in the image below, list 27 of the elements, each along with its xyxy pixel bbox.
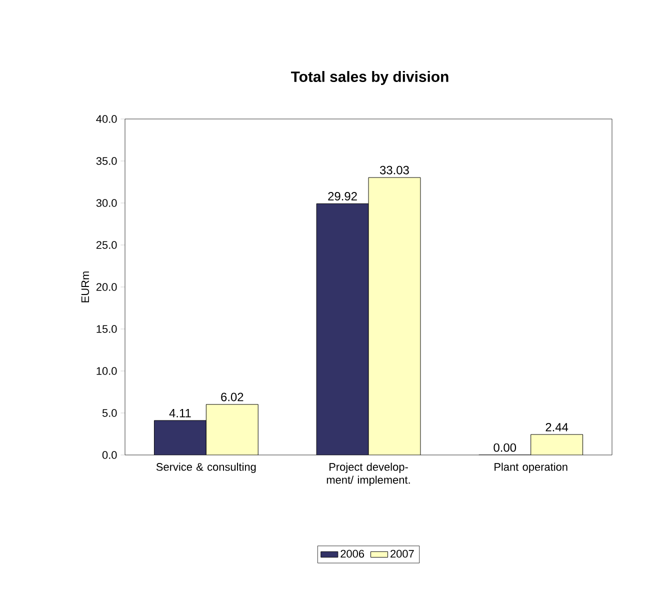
y-tick-label: 30.0 — [96, 199, 117, 207]
x-tick-label: Plant operation — [494, 462, 568, 473]
chart-title: Total sales by division — [291, 71, 448, 85]
y-tick-label: 25.0 — [96, 241, 117, 249]
y-tick-label: 15.0 — [96, 325, 117, 333]
legend-label: 2007 — [390, 550, 414, 558]
data-label: 0.00 — [494, 443, 516, 452]
x-tick-label: Project develop- ment/ implement. — [326, 462, 410, 486]
y-tick-label: 35.0 — [96, 157, 117, 165]
bar — [316, 204, 369, 455]
data-label: 2.44 — [546, 422, 568, 432]
bar — [154, 420, 206, 455]
data-label: 4.11 — [169, 409, 191, 418]
data-label: 29.92 — [328, 192, 357, 200]
bar — [368, 178, 420, 455]
y-tick-label: 20.0 — [96, 283, 117, 291]
bar — [206, 404, 258, 455]
y-axis-title: EURm — [81, 272, 90, 302]
y-tick-label: 5.0 — [102, 409, 117, 417]
y-tick-label: 10.0 — [96, 367, 117, 375]
y-tick-label: 40.0 — [96, 115, 117, 123]
legend-label: 2006 — [340, 550, 364, 558]
y-tick-label: 0.0 — [102, 451, 117, 459]
data-label: 6.02 — [221, 392, 244, 402]
data-label: 33.03 — [380, 166, 409, 174]
x-tick-label: Service & consulting — [156, 462, 256, 473]
bar — [530, 434, 584, 455]
